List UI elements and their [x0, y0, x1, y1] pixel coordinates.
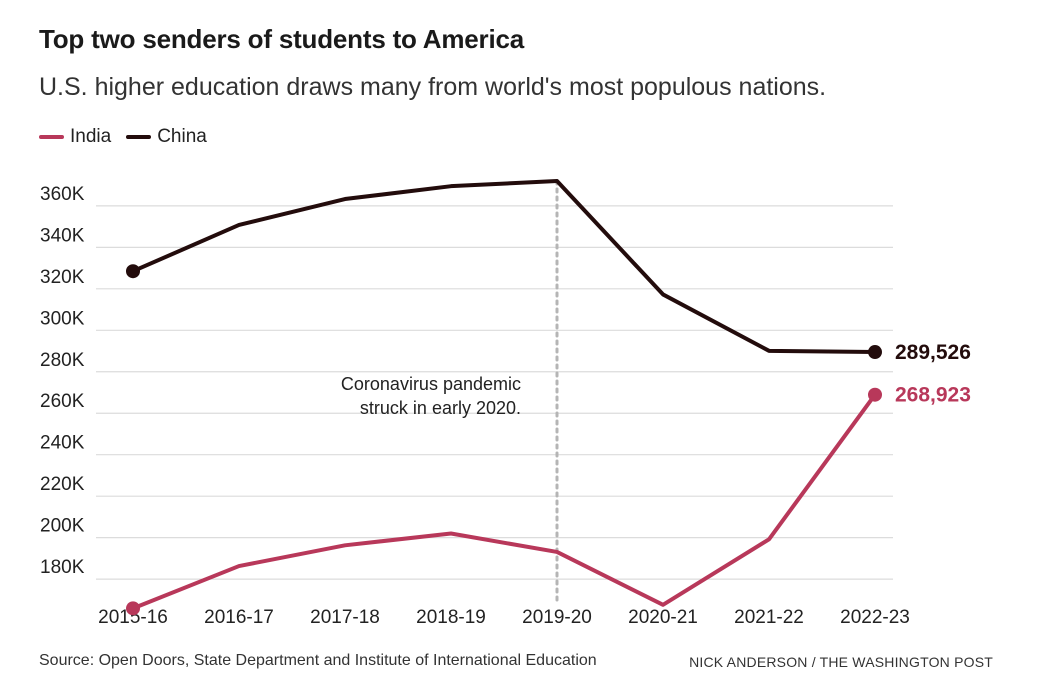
data-point-india — [126, 601, 140, 616]
legend-item-india: India — [39, 126, 111, 148]
x-tick-label: 2019-20 — [522, 607, 592, 628]
legend-swatch-india — [39, 135, 64, 139]
legend-label-china: China — [157, 126, 207, 147]
y-tick-label: 300K — [40, 308, 85, 329]
y-tick-label: 320K — [40, 267, 85, 288]
y-tick-label: 280K — [40, 350, 85, 371]
credit-line: NICK ANDERSON / THE WASHINGTON POST — [689, 654, 993, 670]
pandemic-annotation-text: struck in early 2020. — [360, 398, 521, 418]
x-tick-label: 2020-21 — [628, 607, 698, 628]
y-tick-label: 240K — [40, 433, 85, 454]
x-tick-label: 2022-23 — [840, 607, 910, 628]
x-tick-label: 2015-16 — [98, 607, 168, 628]
chart-title: Top two senders of students to America — [39, 24, 525, 54]
series-line-china — [131, 179, 877, 355]
chart-subtitle: U.S. higher education draws many from wo… — [39, 73, 827, 101]
legend-swatch-china — [126, 135, 152, 139]
legend-label-india: India — [70, 126, 112, 147]
y-tick-label: 220K — [40, 474, 85, 495]
y-tick-label: 340K — [40, 225, 85, 246]
y-tick-label: 360K — [40, 184, 85, 205]
series-line-india — [131, 392, 877, 611]
y-tick-label: 200K — [40, 516, 85, 537]
line-chart: 180K 200K 220K 240K 260K 280K 300K 320K 340K 360K… — [40, 179, 971, 628]
legend-item-china: China — [126, 126, 207, 148]
x-tick-label: 2021-22 — [734, 607, 804, 628]
y-tick-label: 260K — [40, 391, 85, 412]
data-point-china — [868, 345, 882, 360]
x-tick-label: 2018-19 — [416, 607, 486, 628]
end-value-label-india: 268,923 — [895, 384, 971, 407]
end-value-label-china: 289,526 — [895, 341, 971, 364]
y-tick-label: 180K — [40, 557, 85, 578]
source-note: Source: Open Doors, State Department and… — [39, 652, 597, 669]
x-tick-label: 2017-18 — [310, 607, 380, 628]
legend: India China — [39, 126, 222, 148]
data-point-india — [868, 387, 882, 402]
data-point-china — [126, 264, 140, 279]
pandemic-annotation-text: Coronavirus pandemic — [341, 374, 521, 394]
x-tick-label: 2016-17 — [204, 607, 274, 628]
